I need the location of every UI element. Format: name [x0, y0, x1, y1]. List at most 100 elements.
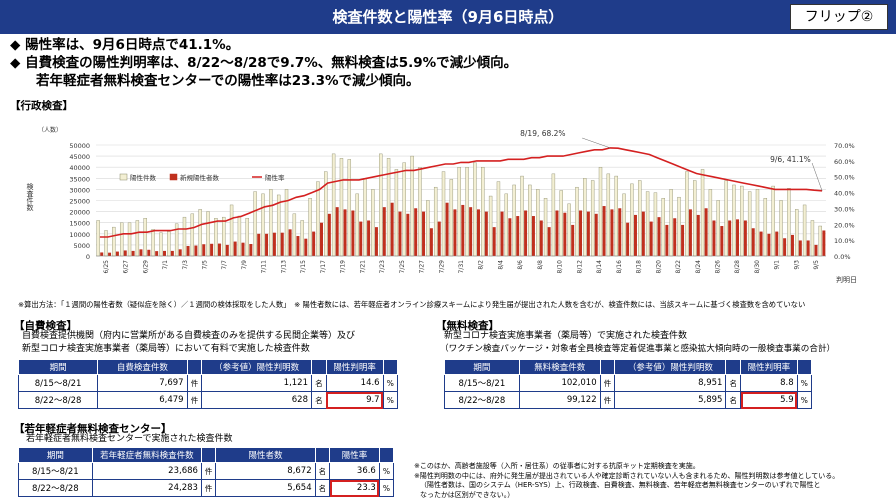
th-count: 自費検査件数 [97, 359, 188, 375]
bar-positives [461, 204, 465, 256]
th-pos: （参考値）陽性判明数 [614, 359, 727, 375]
th-count: 若年軽症者無料検査件数 [91, 447, 202, 463]
bar-tests [269, 189, 273, 257]
bar-positives [563, 212, 567, 256]
summary-bullets: ◆ 陽性率は、9月6日時点で41.1%。 ◆ 自費検査の陽性判明率は、8/22～… [10, 36, 517, 90]
jakunen-desc: 若年軽症者無料検査センターで実施された検査件数 [26, 434, 233, 444]
admin-test-chart: 0 5000 10000 15000 20000 25000 30000 35000 40000… [26, 126, 857, 284]
y2-tick-label: 30.0% [834, 205, 855, 213]
bar-positives [351, 210, 355, 256]
bar-positives [272, 232, 276, 256]
bar-positives [265, 233, 269, 256]
bar-tests [771, 185, 775, 257]
bar-positives [414, 208, 418, 256]
bar-positives [280, 232, 284, 256]
bar-positives [155, 251, 159, 256]
bar-positives [751, 228, 755, 256]
cell-unit: % [378, 479, 395, 497]
bar-positives [115, 251, 119, 256]
bar-positives [704, 208, 708, 256]
bar-tests [818, 225, 822, 257]
muryo-table: 期間 無料検査件数 （参考値）陽性判明数 陽性判明率 8/15～8/21 102… [444, 359, 813, 409]
x-tick-label: 7/1 [162, 260, 169, 270]
bar-tests [645, 191, 650, 257]
cell-unit: % [382, 391, 399, 409]
bar-positives [210, 243, 214, 256]
muryo-desc-2: （ワクチン検査パッケージ・対象者全員検査等定着促進事業と感染拡大傾向時の一般検査… [440, 344, 836, 354]
bar-tests [802, 204, 807, 257]
x-axis-label: 判明日 [836, 275, 857, 284]
x-tick-label: 7/23 [379, 260, 386, 274]
bar-positives [422, 211, 426, 256]
bar-positives [759, 231, 763, 256]
bar-tests [787, 188, 791, 257]
bar-tests [457, 167, 461, 257]
bar-positives [398, 211, 402, 256]
note-2: ※陽性判明数の中には、府外に発生届が提出されている人や確定診断されていない人も含… [414, 471, 840, 480]
bar-tests [339, 158, 344, 257]
bar-positives [469, 207, 473, 256]
bar-tests [300, 220, 304, 257]
bar-positives [688, 209, 692, 256]
x-tick-label: 7/11 [261, 260, 268, 274]
th-period: 期間 [17, 359, 99, 375]
x-tick-label: 6/25 [103, 260, 110, 274]
bar-tests [127, 222, 132, 257]
bar-positives [484, 211, 488, 256]
y-unit-label: （人数） [38, 126, 62, 134]
bar-tests [159, 232, 163, 257]
bar-positives [610, 209, 614, 256]
th-period: 期間 [18, 447, 93, 463]
bar-tests [653, 192, 658, 257]
bar-positives [539, 220, 543, 256]
cell-unit: 件 [599, 374, 616, 392]
cell-pos: 5,895 [614, 391, 727, 409]
x-tick-label: 7/27 [419, 260, 426, 274]
bar-tests [237, 215, 242, 257]
x-tick-label: 7/31 [458, 260, 465, 274]
x-tick-label: 8/20 [655, 260, 662, 274]
note-3: （陽性者数は、国のシステム（HER-SYS）上、行政検査、自費検査、無料検査、若… [420, 481, 821, 489]
th-rate: 陽性判明率 [325, 359, 384, 375]
bar-tests [229, 204, 234, 257]
bar-positives [579, 210, 583, 256]
bar-tests [724, 180, 728, 257]
cell-unit: % [796, 391, 813, 409]
bar-tests [402, 162, 406, 257]
title-bar: 検査件数と陽性率（9月6日時点） フリップ② [0, 0, 896, 34]
cell-rate: 36.6 [329, 462, 380, 480]
y-tick-label: 20000 [69, 209, 90, 217]
cell-unit: 名 [311, 374, 327, 392]
bar-positives [390, 202, 394, 256]
bar-positives [217, 243, 221, 256]
cell-period: 8/15～8/21 [18, 462, 93, 480]
bar-tests [512, 184, 516, 257]
cell-unit: 名 [725, 374, 742, 392]
flip-badge: フリップ② [790, 4, 888, 30]
bar-positives [798, 240, 802, 256]
cell-pos: 1,121 [201, 374, 312, 392]
bar-positives [194, 245, 198, 256]
x-tick-label: 7/29 [438, 260, 445, 274]
bar-tests [747, 191, 752, 257]
bar-positives [665, 224, 669, 256]
cell-unit: 件 [200, 462, 217, 480]
bar-positives [359, 221, 363, 256]
bar-positives [233, 241, 237, 256]
x-tick-label: 8/10 [557, 260, 564, 274]
bar-tests [379, 153, 383, 257]
cell-rate-highlight: 5.9 [740, 391, 798, 409]
legend-swatch [119, 173, 128, 181]
bar-positives [170, 250, 174, 256]
x-tick-label: 7/13 [280, 260, 287, 274]
cell-count: 24,283 [91, 479, 202, 497]
y2-tick-label: 10.0% [834, 237, 855, 245]
x-tick-label: 8/16 [616, 260, 623, 274]
bar-positives [806, 240, 810, 256]
table-row: 8/22～8/28 6,479 件 628 名 9.7 % [17, 391, 399, 409]
y2-tick-label: 60.0% [834, 158, 855, 166]
bar-positives [641, 211, 645, 256]
x-tick-label: 7/25 [399, 260, 406, 274]
bar-tests [481, 167, 485, 257]
y2-tick-label: 50.0% [834, 174, 855, 182]
